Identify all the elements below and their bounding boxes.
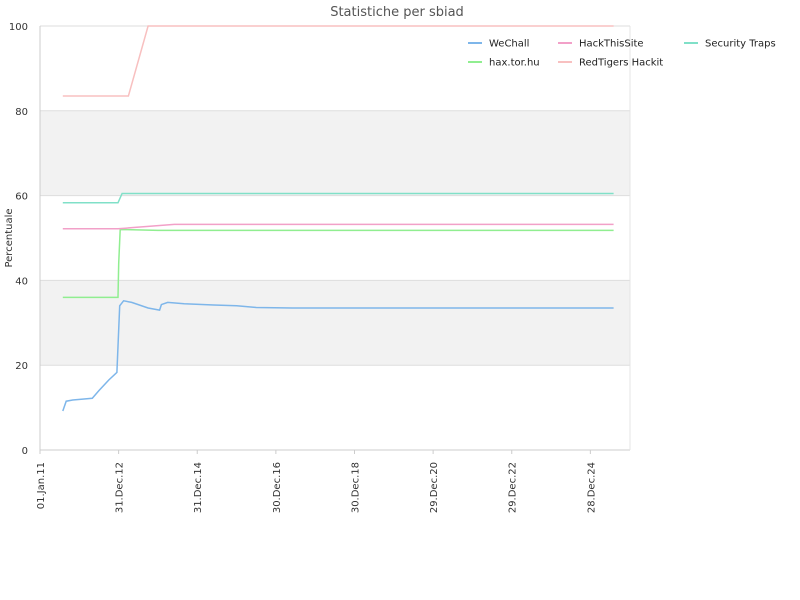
grid-lines xyxy=(40,25,630,451)
series-line-hackthissite xyxy=(62,223,614,230)
series-line-redtigers-hackit xyxy=(62,25,614,97)
legend-label: HackThisSite xyxy=(579,39,644,50)
y-tick-label: 20 xyxy=(15,361,28,372)
series-line-hax-tor-hu xyxy=(62,228,614,299)
legend-label: WeChall xyxy=(489,39,529,50)
x-tick-label: 29.Dec.22 xyxy=(508,462,519,513)
plot-band xyxy=(40,110,630,196)
y-tick-label: 100 xyxy=(9,22,28,33)
x-tick-label: 30.Dec.16 xyxy=(272,462,283,513)
plot-bands xyxy=(40,110,630,366)
x-tick-label: 30.Dec.18 xyxy=(350,462,361,513)
legend-label: RedTigers Hackit xyxy=(579,58,663,69)
x-tick-label: 28.Dec.24 xyxy=(586,462,597,513)
x-axis-ticks: 01.Jan.11 31.Dec.12 31.Dec.14 30.Dec.16 30.D… xyxy=(36,450,597,513)
y-tick-label: 0 xyxy=(22,446,28,457)
y-tick-label: 40 xyxy=(15,276,28,287)
legend-label: hax.tor.hu xyxy=(489,58,540,69)
y-tick-label: 80 xyxy=(15,107,28,118)
x-tick-label: 31.Dec.12 xyxy=(115,462,126,513)
y-axis-ticks: 0 20 40 60 80 100 xyxy=(9,22,28,457)
series-lines xyxy=(62,25,614,412)
x-tick-label: 31.Dec.14 xyxy=(193,462,204,513)
legend-label: Security Traps xyxy=(705,39,776,50)
chart-title: Statistiche per sbiad xyxy=(330,5,464,20)
y-tick-label: 60 xyxy=(15,192,28,203)
series-line-wechall xyxy=(62,299,614,412)
plot-band xyxy=(40,280,630,366)
legend: WeChall hax.tor.hu HackThisSite RedTigers H… xyxy=(468,39,776,69)
x-tick-label: 29.Dec.20 xyxy=(429,462,440,513)
series-line-security-traps xyxy=(62,192,614,204)
x-tick-label: 01.Jan.11 xyxy=(36,462,47,509)
axes xyxy=(39,26,631,451)
y-axis-label: Percentuale xyxy=(4,208,15,267)
